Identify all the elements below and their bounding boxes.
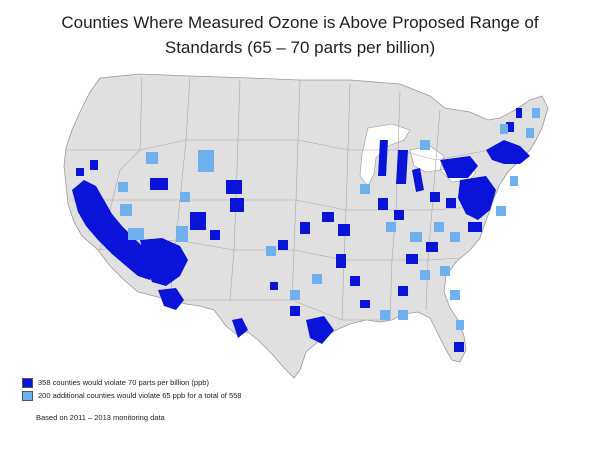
legend-row-70ppb: 358 counties would violate 70 parts per … (22, 377, 241, 388)
counties-violate-70-ppb (72, 108, 530, 352)
data-source-note: Based on 2011 – 2013 monitoring data (36, 413, 165, 422)
counties-violate-65-ppb (118, 108, 540, 330)
map-title-line2: Standards (65 – 70 parts per billion) (164, 38, 436, 57)
legend-label-65ppb: 200 additional counties would violate 65… (38, 391, 242, 400)
legend: 358 counties would violate 70 parts per … (22, 377, 241, 403)
legend-row-65ppb: 200 additional counties would violate 65… (22, 390, 241, 401)
legend-swatch-70ppb (22, 377, 33, 388)
legend-label-70ppb: 358 counties would violate 70 parts per … (38, 378, 209, 387)
map-title-line1: Counties Where Measured Ozone is Above P… (61, 13, 539, 32)
legend-swatch-65ppb (22, 390, 33, 401)
map-title: Counties Where Measured Ozone is Above P… (0, 10, 600, 60)
